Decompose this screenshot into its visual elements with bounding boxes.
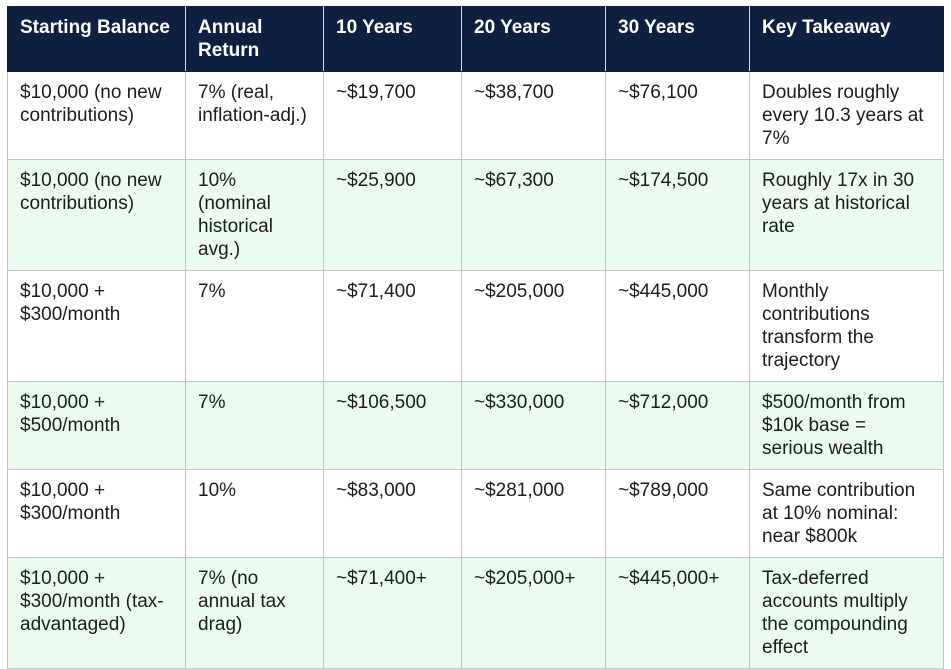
cell-30-years: ~$76,100	[605, 71, 750, 160]
table-header: Starting Balance Annual Return 10 Years …	[7, 6, 944, 72]
cell-annual-return: 7%	[185, 270, 324, 382]
table-row: $10,000 + $300/month 7% ~$71,400 ~$205,0…	[7, 270, 944, 382]
header-row: Starting Balance Annual Return 10 Years …	[7, 6, 944, 72]
cell-30-years: ~$445,000	[605, 270, 750, 382]
cell-20-years: ~$330,000	[461, 381, 606, 470]
cell-30-years: ~$445,000+	[605, 557, 750, 669]
table-row: $10,000 + $300/month 10% ~$83,000 ~$281,…	[7, 469, 944, 558]
cell-30-years: ~$174,500	[605, 159, 750, 271]
cell-10-years: ~$71,400+	[323, 557, 462, 669]
cell-30-years: ~$712,000	[605, 381, 750, 470]
cell-key-takeaway: Monthly contributions transform the traj…	[749, 270, 944, 382]
cell-20-years: ~$67,300	[461, 159, 606, 271]
cell-30-years: ~$789,000	[605, 469, 750, 558]
cell-annual-return: 7%	[185, 381, 324, 470]
cell-starting-balance: $10,000 + $300/month	[7, 270, 186, 382]
cell-annual-return: 7% (no annual tax drag)	[185, 557, 324, 669]
cell-key-takeaway: Same contribution at 10% nominal: near $…	[749, 469, 944, 558]
table-row: $10,000 + $500/month 7% ~$106,500 ~$330,…	[7, 381, 944, 470]
cell-starting-balance: $10,000 + $500/month	[7, 381, 186, 470]
cell-annual-return: 10% (nominal historical avg.)	[185, 159, 324, 271]
cell-20-years: ~$281,000	[461, 469, 606, 558]
header-10-years: 10 Years	[323, 6, 462, 72]
cell-10-years: ~$106,500	[323, 381, 462, 470]
cell-10-years: ~$83,000	[323, 469, 462, 558]
cell-key-takeaway: Tax-deferred accounts multiply the compo…	[749, 557, 944, 669]
cell-starting-balance: $10,000 + $300/month	[7, 469, 186, 558]
cell-10-years: ~$25,900	[323, 159, 462, 271]
cell-20-years: ~$205,000	[461, 270, 606, 382]
cell-20-years: ~$38,700	[461, 71, 606, 160]
cell-key-takeaway: Doubles roughly every 10.3 years at 7%	[749, 71, 944, 160]
cell-annual-return: 10%	[185, 469, 324, 558]
table-row: $10,000 (no new contributions) 10% (nomi…	[7, 159, 944, 271]
header-starting-balance: Starting Balance	[7, 6, 186, 72]
cell-starting-balance: $10,000 (no new contributions)	[7, 71, 186, 160]
cell-10-years: ~$71,400	[323, 270, 462, 382]
header-annual-return: Annual Return	[185, 6, 324, 72]
header-20-years: 20 Years	[461, 6, 606, 72]
cell-key-takeaway: $500/month from $10k base = serious weal…	[749, 381, 944, 470]
compound-growth-table: Starting Balance Annual Return 10 Years …	[7, 6, 944, 669]
table-row: $10,000 + $300/month (tax-advantaged) 7%…	[7, 557, 944, 669]
cell-annual-return: 7% (real, inflation-adj.)	[185, 71, 324, 160]
cell-10-years: ~$19,700	[323, 71, 462, 160]
cell-starting-balance: $10,000 + $300/month (tax-advantaged)	[7, 557, 186, 669]
table-body: $10,000 (no new contributions) 7% (real,…	[7, 71, 944, 669]
cell-key-takeaway: Roughly 17x in 30 years at historical ra…	[749, 159, 944, 271]
cell-starting-balance: $10,000 (no new contributions)	[7, 159, 186, 271]
table-row: $10,000 (no new contributions) 7% (real,…	[7, 71, 944, 160]
header-key-takeaway: Key Takeaway	[749, 6, 944, 72]
header-30-years: 30 Years	[605, 6, 750, 72]
cell-20-years: ~$205,000+	[461, 557, 606, 669]
